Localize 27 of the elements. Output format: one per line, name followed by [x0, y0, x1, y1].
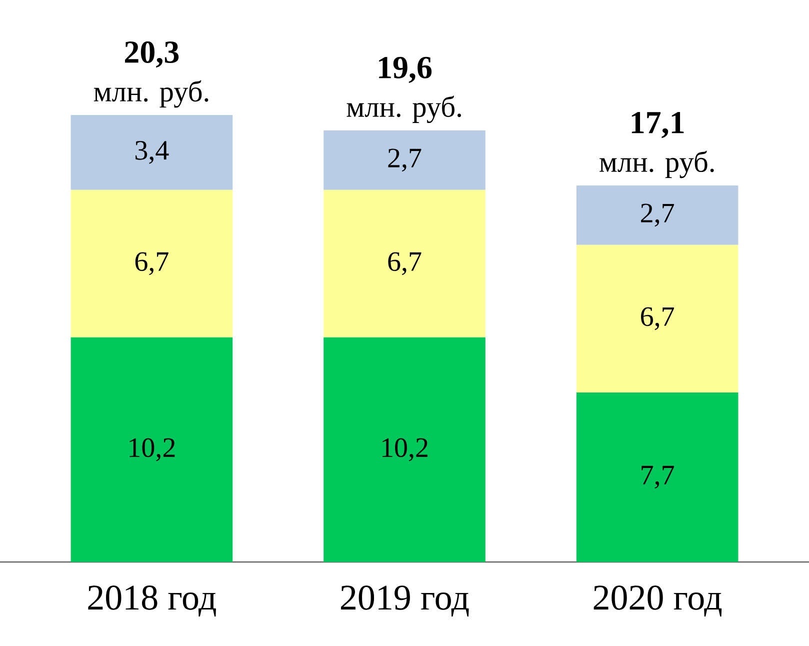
total-label: 20,3 — [125, 41, 179, 68]
bar — [576, 244, 738, 392]
annotation: млн. руб. — [600, 150, 714, 178]
data-label: 2,7 — [388, 148, 422, 172]
bar — [324, 190, 486, 338]
data-label: 6,7 — [641, 307, 674, 330]
annotation: млн. руб. — [94, 80, 208, 108]
x-tick-label: 2018 год — [88, 586, 216, 616]
annotation: млн. руб. — [346, 96, 461, 124]
total-label: 17,1 — [632, 112, 684, 138]
data-label: 6,7 — [388, 252, 422, 276]
bar — [324, 337, 486, 562]
data-label: 10,2 — [130, 438, 175, 462]
x-tick-label: 2019 год — [341, 586, 469, 616]
data-label: 3,4 — [136, 140, 169, 164]
bar — [576, 185, 738, 245]
bar — [70, 337, 233, 562]
bar — [70, 190, 233, 338]
bar — [576, 392, 738, 562]
bar — [70, 114, 233, 190]
x-tick-label: 2020 год — [594, 586, 722, 616]
data-label: 7,7 — [642, 466, 674, 489]
bar — [324, 130, 486, 190]
data-label: 2,7 — [641, 204, 674, 227]
total-label: 19,6 — [379, 56, 432, 84]
data-label: 10,2 — [382, 438, 428, 462]
data-label: 6,7 — [135, 252, 168, 276]
